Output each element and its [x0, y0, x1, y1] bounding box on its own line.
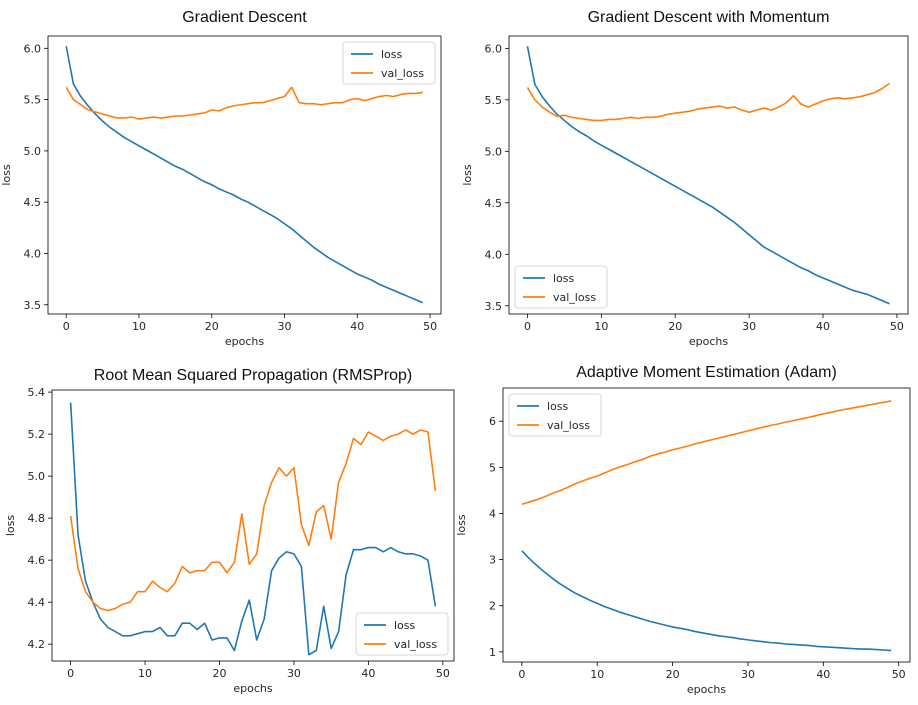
- legend: loss val_loss: [514, 265, 608, 309]
- series-line-val-loss: [69, 429, 437, 612]
- y-tick-label: 6.0: [24, 42, 42, 55]
- y-axis-label: loss: [455, 514, 468, 536]
- plot-frame: [502, 387, 911, 663]
- y-tick-label: 5.0: [485, 145, 503, 158]
- series-line-val-loss: [65, 86, 423, 120]
- legend-label-loss: loss: [381, 48, 403, 61]
- x-tick-label: 10: [138, 667, 152, 680]
- x-tick-label: 0: [67, 667, 74, 680]
- legend: loss val_loss: [355, 612, 449, 656]
- chart-plot-area: 0 10 20 30 40 50 4.2 4.4 4.6 4.8 5.0 5.2 5.4 epochs lo…: [4, 386, 455, 695]
- series-line-val-loss: [521, 400, 892, 506]
- y-tick-label: 5.0: [28, 470, 46, 483]
- x-tick-label: 10: [132, 320, 146, 333]
- x-tick-label: 30: [287, 667, 301, 680]
- x-tick-label: 50: [892, 668, 906, 681]
- x-tick-label: 30: [742, 320, 756, 333]
- y-tick-label: 2: [489, 600, 496, 613]
- y-tick-label: 3: [489, 554, 496, 567]
- x-tick-label: 0: [63, 320, 70, 333]
- x-tick-label: 20: [668, 320, 682, 333]
- legend-label-loss: loss: [553, 272, 575, 285]
- chart-panel-gd-momentum: Gradient Descent with Momentum 0 10 20 30 40…: [459, 0, 918, 352]
- y-tick-label: 4.0: [24, 247, 42, 260]
- series-line-loss: [69, 402, 437, 656]
- chart-panel-gd: Gradient Descent 0 10 20 30 40 50 3.5 4.0 4.5 5.0…: [0, 0, 459, 352]
- y-tick-label: 4.8: [28, 512, 46, 525]
- x-tick-label: 50: [890, 320, 904, 333]
- x-tick-label: 30: [278, 320, 292, 333]
- plot-frame: [47, 35, 442, 315]
- x-tick-label: 10: [594, 320, 608, 333]
- x-tick-label: 0: [524, 320, 531, 333]
- x-tick-label: 20: [205, 320, 219, 333]
- x-axis-label: epochs: [233, 682, 272, 695]
- y-tick-label: 6.0: [485, 42, 503, 55]
- x-tick-label: 40: [816, 320, 830, 333]
- chart-panel-adam: Adaptive Moment Estimation (Adam) 0 10 20 3…: [455, 352, 918, 705]
- y-tick-label: 4.6: [28, 554, 46, 567]
- y-axis-label: loss: [0, 164, 13, 186]
- legend-label-loss: loss: [547, 400, 569, 413]
- plot-frame: [508, 35, 909, 315]
- x-axis-label: epochs: [689, 335, 728, 348]
- legend: loss val_loss: [508, 393, 602, 437]
- y-tick-label: 5.5: [24, 94, 42, 107]
- x-tick-label: 20: [666, 668, 680, 681]
- y-tick-label: 6: [489, 415, 496, 428]
- chart-title: Gradient Descent: [182, 9, 307, 26]
- y-tick-label: 5.4: [28, 386, 46, 399]
- legend-label-loss: loss: [394, 619, 416, 632]
- y-tick-label: 4.2: [28, 638, 46, 651]
- y-tick-label: 4: [489, 507, 496, 520]
- chart-title: Adaptive Moment Estimation (Adam): [576, 364, 837, 381]
- legend-label-val-loss: val_loss: [394, 638, 437, 651]
- chart-plot-area: 0 10 20 30 40 503.54.04.55.05.56.0epochslossl…: [0, 35, 442, 348]
- chart-title: Root Mean Squared Propagation (RMSProp): [93, 367, 413, 384]
- legend: loss val_loss: [342, 41, 436, 85]
- x-tick-label: 40: [350, 320, 364, 333]
- x-tick-label: 0: [518, 668, 525, 681]
- y-tick-label: 5.5: [485, 94, 503, 107]
- plot-frame: [51, 389, 455, 662]
- x-axis-label: epochs: [687, 683, 726, 696]
- x-axis-label: epochs: [225, 335, 264, 348]
- x-tick-label: 10: [590, 668, 604, 681]
- x-tick-label: 50: [436, 667, 450, 680]
- legend-label-val-loss: val_loss: [381, 67, 424, 80]
- y-tick-label: 1: [489, 646, 496, 659]
- series-line-loss: [65, 46, 424, 304]
- legend-label-val-loss: val_loss: [547, 419, 590, 432]
- series-line-loss: [526, 46, 890, 305]
- series-line-val-loss: [526, 82, 890, 122]
- x-tick-label: 20: [213, 667, 227, 680]
- y-tick-label: 4.4: [28, 596, 46, 609]
- y-tick-label: 4.5: [24, 196, 42, 209]
- chart-panel-rmsprop: Root Mean Squared Propagation (RMSProp) …: [0, 352, 459, 705]
- chart-title: Gradient Descent with Momentum: [587, 9, 830, 26]
- y-tick-label: 3.5: [24, 299, 42, 312]
- y-axis-label: loss: [4, 515, 17, 537]
- chart-plot-area: 0 10 20 30 40 50 1 2 3 4 5 6 epochs loss loss val_loss: [455, 387, 911, 696]
- y-axis-label: loss: [461, 164, 474, 186]
- y-tick-label: 3.5: [485, 300, 503, 313]
- x-tick-label: 40: [816, 668, 830, 681]
- x-tick-label: 40: [361, 667, 375, 680]
- y-tick-label: 5.2: [28, 428, 46, 441]
- chart-plot-area: 0 10 20 30 40 503.54.04.55.05.56.0epochslossl…: [461, 35, 909, 348]
- y-tick-label: 4.5: [485, 197, 503, 210]
- y-tick-label: 5: [489, 461, 496, 474]
- series-line-loss: [521, 550, 892, 652]
- y-tick-label: 5.0: [24, 145, 42, 158]
- x-tick-label: 30: [741, 668, 755, 681]
- x-tick-label: 50: [423, 320, 437, 333]
- legend-label-val-loss: val_loss: [553, 291, 596, 304]
- y-tick-label: 4.0: [485, 248, 503, 261]
